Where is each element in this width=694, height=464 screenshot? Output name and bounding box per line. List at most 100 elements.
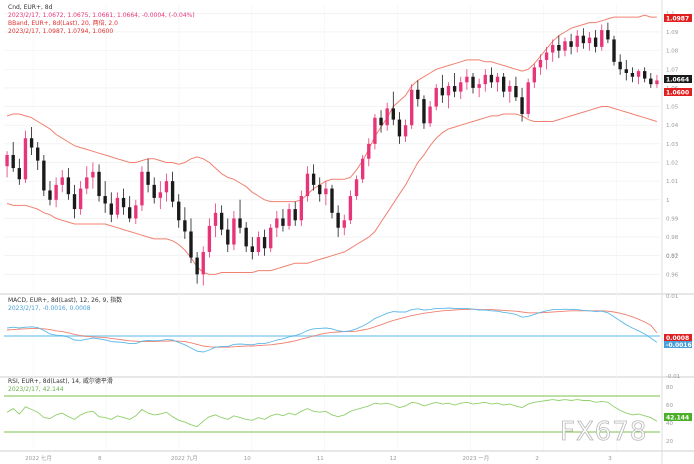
- candle-body: [5, 155, 9, 167]
- candle-body: [281, 218, 285, 226]
- macd-value-tag-text: -0.0016: [666, 342, 692, 349]
- candle-body: [97, 171, 101, 197]
- candle-body: [85, 177, 89, 189]
- candle-body: [330, 188, 334, 213]
- candle-body: [655, 80, 659, 85]
- candle-body: [342, 220, 346, 228]
- candle-body: [78, 188, 83, 210]
- time-tick-label: 2023 一月: [462, 455, 489, 462]
- candle-body: [593, 37, 598, 47]
- rsi-tick-label: 80: [666, 385, 673, 391]
- lower-band-tag: 1.0600: [664, 88, 692, 97]
- candle-body: [446, 86, 451, 96]
- rsi-legend-title: RSI, EUR+, 8d(Last), 14, 威尔德平滑: [8, 377, 113, 385]
- candle-body: [66, 177, 71, 195]
- price-tick-label: 1.09: [666, 30, 679, 36]
- candle-body: [275, 218, 279, 228]
- candle-body: [293, 209, 297, 221]
- rsi-value-tag-bg: [664, 413, 692, 421]
- candle-body: [501, 76, 506, 92]
- candle-body: [489, 74, 494, 83]
- rsi-lines: [4, 395, 660, 433]
- price-tick-label: 0.97: [666, 254, 679, 260]
- candle-body: [606, 30, 610, 40]
- candle-body: [48, 190, 52, 200]
- price-tick-label: 1.03: [666, 142, 679, 148]
- candle-body: [416, 89, 420, 100]
- price-tick-label: 1.07: [666, 67, 679, 73]
- candle-body: [109, 203, 113, 215]
- candle-body: [164, 181, 169, 193]
- candle-body: [471, 76, 475, 88]
- candle-body: [244, 227, 248, 247]
- candle-body: [477, 84, 481, 88]
- bband-legend-title: BBand, EUR+, 8d(Last), 20, 两倍, 2.0: [8, 19, 118, 27]
- candle-body: [403, 125, 408, 137]
- candle-body: [563, 41, 567, 51]
- time-tick-label: 2: [535, 456, 539, 462]
- candle-body: [465, 76, 469, 83]
- current-price-tag-text: 1.0664: [666, 77, 689, 84]
- candle-body: [121, 197, 126, 208]
- candle-body: [642, 71, 647, 79]
- candle-body: [410, 89, 414, 126]
- candle-body: [262, 237, 267, 249]
- macd-legend-title: MACD, EUR+, 8d(Last), 12, 26, 9, 指数: [8, 296, 122, 304]
- candle-body: [189, 231, 193, 258]
- bollinger-lower-band: [6, 106, 658, 275]
- time-tick-label: 2022 七月: [25, 454, 52, 462]
- rsi-axis: 80 60 40 20: [666, 385, 673, 445]
- candle-body: [508, 86, 512, 92]
- macd-value-tag-bg: [664, 341, 692, 348]
- lower-band-tag-bg: [664, 88, 692, 96]
- candle-body: [213, 212, 218, 226]
- candle-body: [618, 61, 622, 70]
- candle-body: [636, 71, 641, 77]
- bollinger-bands: [6, 14, 658, 275]
- candle-body: [520, 97, 524, 115]
- time-tick-label: 2022 九月: [171, 454, 198, 462]
- rsi-value-tag: 42.144: [664, 413, 692, 422]
- macd-signal-line: [7, 308, 658, 348]
- candle-body: [134, 205, 138, 219]
- candle-body: [459, 82, 463, 92]
- price-tick-label: 1.01: [666, 179, 678, 185]
- candle-body: [428, 106, 432, 124]
- candle-body: [581, 35, 586, 44]
- candle-body: [287, 209, 291, 226]
- current-price-tag-bg: [664, 75, 692, 83]
- candle-body: [630, 72, 635, 77]
- macd-lines: [4, 307, 660, 353]
- candle-body: [391, 108, 395, 120]
- candle-body: [311, 173, 316, 185]
- candle-body: [538, 59, 543, 68]
- candle-body: [232, 218, 236, 245]
- candle-body: [60, 177, 64, 185]
- lower-band-tag-text: 1.0600: [666, 90, 689, 97]
- macd-signal-tag: 0.0008: [664, 334, 692, 342]
- bollinger-upper-band: [6, 14, 657, 203]
- candle-body: [360, 158, 365, 180]
- bband-legend-values: 2023/2/17, 1.0987, 1.0794, 1.0600: [8, 28, 113, 35]
- candle-body: [91, 171, 95, 178]
- candle-body: [72, 194, 77, 210]
- price-tick-label: 0.96: [666, 272, 679, 278]
- candle-body: [183, 220, 187, 232]
- candle-body: [514, 86, 518, 98]
- rsi-panel: RSI, EUR+, 8d(Last), 14, 威尔德平滑 2023/2/17…: [4, 377, 692, 445]
- candle-body: [318, 184, 322, 195]
- candle-body: [587, 37, 592, 44]
- candle-body: [348, 196, 353, 221]
- candle-body: [526, 82, 530, 115]
- candle-body: [23, 138, 28, 180]
- time-tick-label: 10: [244, 456, 251, 462]
- rsi-legend-values: 2023/2/17, 42.144: [8, 386, 64, 393]
- upper-band-tag-bg: [664, 14, 692, 22]
- candle-body: [36, 147, 40, 161]
- candle-body: [379, 117, 383, 126]
- macd-tick-label: 0.01: [666, 294, 678, 300]
- price-legend-values: 2023/2/17, 1.0672, 1.0675, 1.0661, 1.066…: [8, 12, 195, 19]
- candle-body: [269, 227, 273, 249]
